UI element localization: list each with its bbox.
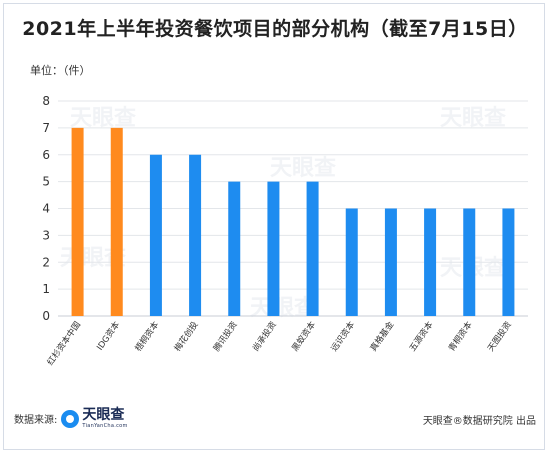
bar [228,181,241,316]
y-tick-label: 6 [42,148,50,162]
x-tick-label: 梧桐资本 [133,319,162,354]
y-tick-label: 7 [42,121,50,135]
x-tick-label: 青桐资本 [446,319,475,354]
bar [110,127,123,316]
brand-sub: TianYanCha.com [82,423,128,429]
bar [345,208,358,316]
bar [149,154,162,316]
y-tick-label: 2 [42,255,50,269]
bar [424,208,437,316]
tianyancha-logo-icon [61,409,80,428]
x-tick-label: 尚承投资 [250,319,279,354]
y-tick-label: 0 [42,309,50,323]
bar [384,208,397,316]
credit: 天眼查®数据研究院 出品 [422,416,536,427]
bar [306,181,319,316]
x-tick-label: 黑蚁资本 [290,319,319,354]
bar [267,181,280,316]
brand-name: 天眼查 [82,407,125,423]
x-tick-label: 五源资本 [407,319,436,354]
unit-label: 单位：（件） [30,64,91,77]
data-source: 数据来源: 天眼查 TianYanCha.com [14,408,128,429]
brand-logo: 天眼查 TianYanCha.com [82,408,127,429]
source-label: 数据来源: [14,415,58,426]
chart-title: 2021年上半年投资餐饮项目的部分机构（截至7月15日） [22,18,528,40]
x-tick-label: IDG资本 [94,319,122,352]
x-tick-label: 红杉资本中国 [45,319,83,367]
x-tick-label: 腾讯投资 [211,319,240,354]
bar [502,208,515,316]
x-tick-label: 天图投资 [485,319,514,354]
x-tick-label: 梅花创投 [172,319,201,354]
bar [463,208,476,316]
x-tick-label: 远识资本 [329,319,358,354]
y-tick-label: 5 [42,175,50,189]
y-tick-label: 4 [42,202,50,216]
chart-frame [3,3,545,450]
y-tick-label: 3 [42,228,50,242]
y-tick-label: 1 [42,282,50,296]
x-tick-label: 真格基金 [368,319,397,354]
bar [71,127,84,316]
y-tick-label: 8 [42,94,50,108]
bar [189,154,202,316]
